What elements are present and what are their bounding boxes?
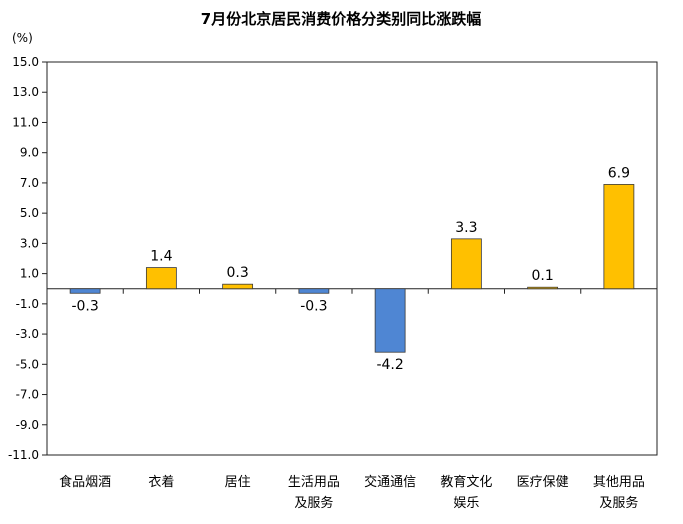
zero-baseline [47, 288, 657, 294]
x-category-label: 教育文化 [440, 474, 492, 490]
bars [69, 184, 635, 353]
x-category-label: 其他用品 [593, 475, 645, 490]
y-tick-label: -11.0 [8, 448, 39, 462]
x-category-label: 衣着 [148, 474, 174, 490]
data-label: -0.3 [300, 298, 327, 314]
x-category-label: 及服务 [599, 495, 638, 511]
data-labels: -0.3 1.4 0.3 -0.3 -4.2 3.3 0.1 6.9 [71, 165, 630, 373]
y-tick-label: 3.0 [20, 236, 39, 250]
plot-area [46, 61, 658, 456]
bar [298, 288, 330, 294]
bar [374, 288, 406, 353]
bar [603, 184, 635, 290]
data-label: 3.3 [455, 220, 477, 236]
bar [145, 267, 177, 290]
y-tick-label: -7.0 [16, 388, 39, 402]
y-tick-label: 15.0 [12, 55, 39, 69]
data-label: 6.9 [608, 165, 630, 181]
bar [222, 283, 254, 290]
x-category-label: 食品烟酒 [59, 474, 111, 490]
data-label: 0.3 [226, 265, 248, 281]
x-category-label: 娱乐 [453, 496, 479, 511]
bar [450, 238, 482, 290]
y-axis: 15.0 13.0 11.0 9.0 7.0 5.0 3.0 1.0 -1.0 -3.0 -5.0 -… [8, 55, 47, 462]
bar [69, 288, 101, 294]
data-label: -4.2 [376, 357, 403, 373]
y-tick-label: 1.0 [20, 267, 39, 281]
y-tick-label: -3.0 [16, 327, 39, 341]
chart-title: 7月份北京居民消费价格分类别同比涨跌幅 [201, 10, 481, 28]
bar [527, 286, 559, 290]
x-category-label: 生活用品 [288, 475, 340, 490]
y-tick-label: 7.0 [20, 176, 39, 190]
data-label: 1.4 [150, 249, 172, 265]
y-tick-label: 9.0 [20, 146, 39, 160]
y-tick-label: 5.0 [20, 206, 39, 220]
y-tick-label: 11.0 [12, 115, 39, 129]
x-category-label: 居住 [225, 475, 251, 490]
data-label: 0.1 [531, 268, 553, 284]
x-category-label: 交通通信 [364, 474, 416, 490]
y-axis-unit: (%) [12, 31, 33, 45]
y-tick-label: -5.0 [16, 357, 39, 371]
y-tick-label: -9.0 [16, 418, 39, 432]
y-tick-label: 13.0 [12, 85, 39, 99]
x-category-label: 及服务 [294, 495, 333, 511]
x-category-label: 医疗保健 [517, 475, 569, 490]
data-label: -0.3 [71, 298, 98, 314]
y-tick-label: -1.0 [16, 297, 39, 311]
